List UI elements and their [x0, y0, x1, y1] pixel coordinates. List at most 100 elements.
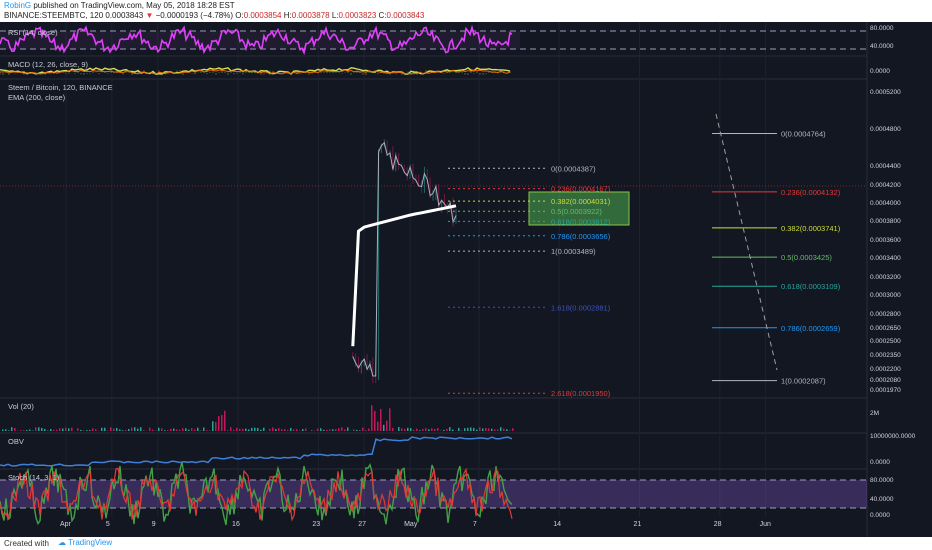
author-name[interactable]: RobinG: [4, 1, 32, 10]
volume-bar: [11, 427, 13, 431]
stoch-label: Stoch (14, 3, 1): [8, 473, 60, 482]
stoch-k-line: [0, 462, 513, 526]
volume-bar: [5, 429, 7, 431]
volume-bar: [140, 427, 142, 431]
volume-bar: [374, 410, 376, 431]
time-axis-tick: 14: [553, 521, 561, 528]
volume-bar: [164, 430, 166, 431]
volume-bar: [278, 428, 280, 431]
volume-bar: [416, 428, 418, 431]
volume-bar: [464, 428, 466, 431]
chart-canvas[interactable]: 0(0.0004387) 0.236(0.0004167) 0.382(0.0004…: [0, 22, 932, 537]
volume-bar: [479, 427, 481, 431]
volume-bar: [71, 427, 73, 431]
volume-bar: [491, 428, 493, 431]
volume-bar: [134, 427, 136, 431]
volume-bar: [401, 428, 403, 431]
volume-bar: [305, 428, 307, 431]
obv-label: OBV: [8, 437, 24, 446]
volume-bar: [377, 421, 379, 431]
volume-bar: [443, 429, 445, 431]
symbol-label: BINANCE:STEEMBTC, 120: [4, 11, 104, 20]
volume-bar: [254, 427, 256, 431]
volume-bar: [20, 430, 22, 431]
time-axis-tick: 16: [232, 521, 240, 528]
volume-bar: [212, 421, 214, 431]
volume-bar: [89, 430, 91, 431]
price-axis-tick: 0.0004200: [870, 181, 901, 189]
price-axis-tick: 0.0003000: [870, 292, 901, 300]
volume-bar: [410, 428, 412, 431]
volume-bar: [230, 427, 232, 431]
volume-bar: [353, 429, 355, 431]
volume-bar: [182, 428, 184, 431]
volume-bar: [380, 409, 382, 431]
volume-bar: [434, 428, 436, 431]
target-box[interactable]: [528, 191, 630, 226]
volume-bar: [425, 428, 427, 431]
volume-bar: [29, 429, 31, 431]
volume-bar: [365, 430, 367, 431]
footer: Created with ☁ TradingView: [0, 537, 932, 550]
volume-bar: [245, 428, 247, 431]
volume-bar: [233, 429, 235, 431]
price-axis-tick: 0.0003400: [870, 255, 901, 263]
fib-retracement-label: 0.786(0.0003656): [551, 232, 611, 241]
volume-bar: [23, 430, 25, 431]
volume-bar: [137, 428, 139, 431]
price-axis-tick: 0.0002800: [870, 310, 901, 318]
volume-bar: [122, 430, 124, 431]
volume-bar: [473, 427, 475, 431]
volume-bar: [101, 427, 103, 431]
tradingview-logo[interactable]: ☁ TradingView: [58, 538, 113, 547]
volume-bar: [338, 428, 340, 431]
down-arrow-icon: ▼: [145, 11, 154, 20]
brand-name: TradingView: [68, 538, 113, 547]
volume-bar: [41, 427, 43, 431]
volume-bar: [320, 428, 322, 431]
stoch-tick: 40.0000: [870, 496, 894, 503]
volume-bar: [215, 421, 217, 431]
obv-pane: [0, 436, 513, 467]
volume-bar: [59, 428, 61, 431]
fib-projection-label: 1(0.0002087): [781, 377, 826, 386]
volume-bar: [206, 430, 208, 431]
high-label: H:: [283, 11, 292, 20]
ema-200-line: [351, 204, 457, 347]
volume-bar: [461, 430, 463, 431]
time-axis-tick: 23: [312, 521, 321, 528]
volume-bar: [281, 429, 283, 431]
volume-bar: [512, 428, 514, 431]
fib-retracement-label: 0.5(0.0003922): [551, 207, 602, 216]
volume-bar: [362, 427, 364, 431]
fib-projection-label: 0.5(0.0003425): [781, 253, 832, 262]
volume-bar: [257, 427, 259, 431]
volume-bar: [104, 427, 106, 431]
volume-bar: [293, 429, 295, 431]
price-axis-tick: 0.0005200: [870, 89, 901, 97]
vol-tick: 2M: [870, 410, 880, 417]
volume-bar: [173, 428, 175, 431]
volume-bar: [458, 427, 460, 431]
volume-bar: [323, 429, 325, 431]
rsi-pane: [0, 24, 867, 56]
close-value: 0.0003843: [386, 11, 425, 20]
volume-bar: [386, 420, 388, 431]
fib-retracement-label: 0.382(0.0004031): [551, 197, 611, 206]
open-value: 0.0003854: [243, 11, 282, 20]
fib-projection-label: 0.236(0.0004132): [781, 188, 841, 197]
volume-bar: [326, 429, 328, 431]
publish-info: published on TradingView.com, May 05, 20…: [33, 1, 235, 10]
fib-retracement-label: 2.618(0.0001950): [551, 389, 611, 398]
pane-separators: [0, 22, 868, 537]
volume-bar: [260, 429, 262, 431]
main-pane: 0(0.0004387) 0.236(0.0004167) 0.382(0.0004…: [0, 113, 867, 398]
volume-bar: [26, 430, 28, 431]
volume-bar: [236, 427, 238, 431]
volume-bar: [35, 427, 37, 431]
volume-bar: [311, 430, 313, 431]
macd-signal-line: [0, 69, 511, 75]
volume-bar: [143, 430, 145, 431]
volume-bar: [158, 427, 160, 431]
time-axis-tick: 7: [472, 521, 477, 528]
